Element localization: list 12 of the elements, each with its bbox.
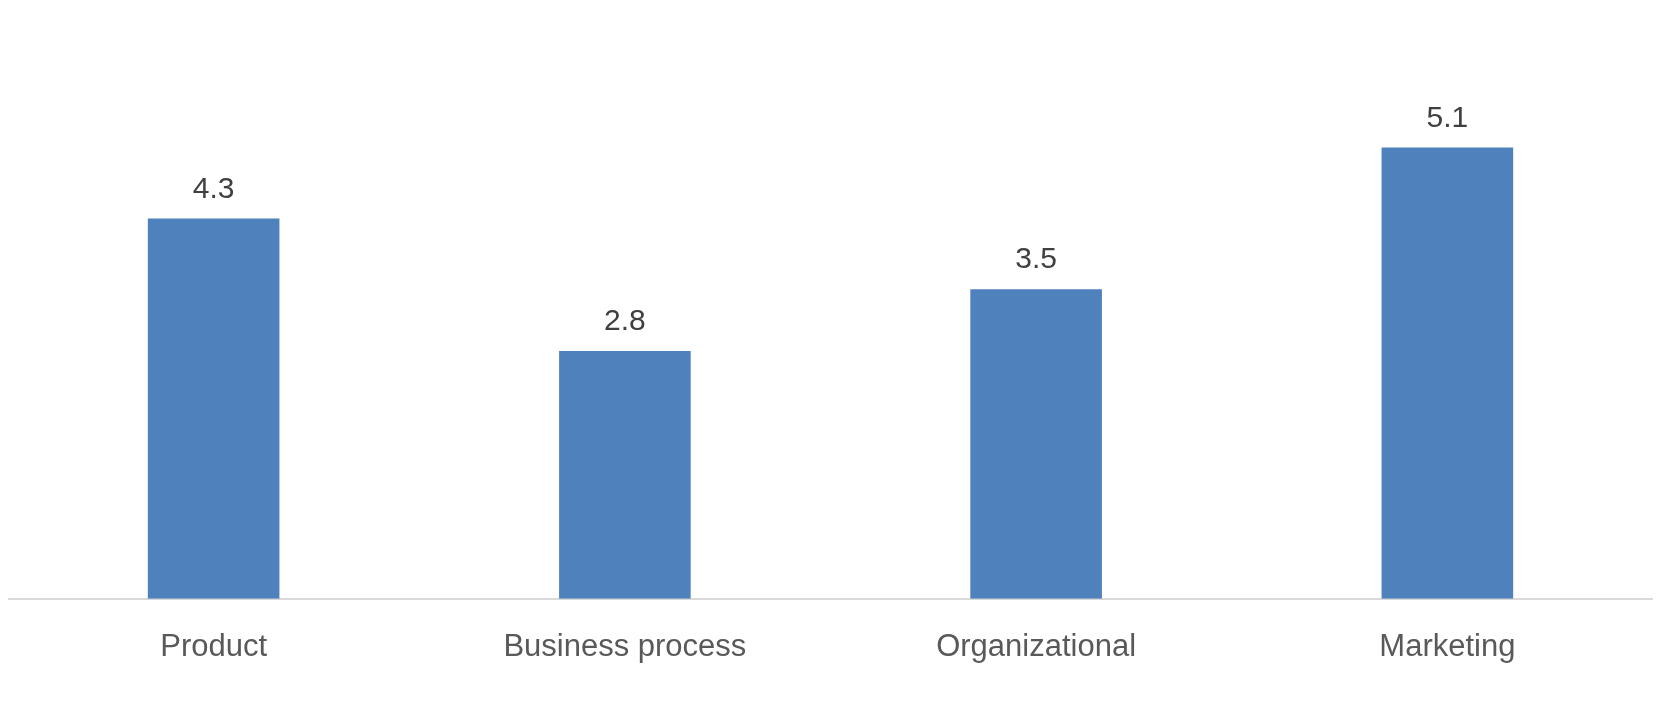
data-label: 2.8 xyxy=(604,303,646,337)
data-label: 3.5 xyxy=(1015,241,1057,275)
bar xyxy=(559,351,691,599)
x-tick-label: Organizational xyxy=(936,627,1137,663)
x-tick-label: Marketing xyxy=(1379,627,1516,663)
data-label: 5.1 xyxy=(1426,99,1469,133)
x-tick-label: Business process xyxy=(503,627,747,663)
bar xyxy=(147,218,280,599)
x-tick-label: Product xyxy=(160,627,268,663)
bar xyxy=(970,289,1102,599)
bar xyxy=(1381,147,1514,599)
data-label: 4.3 xyxy=(192,170,235,204)
